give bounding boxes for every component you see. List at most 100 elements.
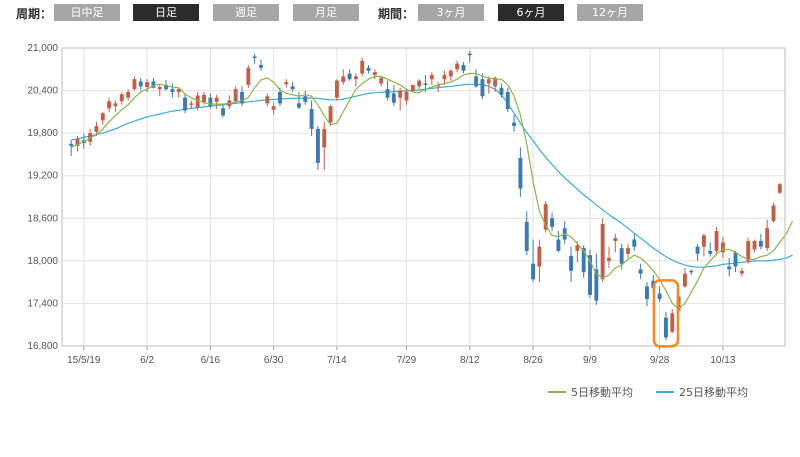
y-tick-label: 19,800 — [27, 128, 58, 139]
axes: 21,000 20,400 19,800 19,200 18,600 18,000 17,4… — [27, 43, 786, 366]
x-tick-label: 9/28 — [650, 355, 670, 366]
y-tick-label: 18,600 — [27, 213, 58, 224]
candle-body — [221, 108, 225, 116]
plot-frame — [61, 47, 786, 347]
candle-body — [410, 84, 415, 91]
candle-body — [202, 94, 207, 102]
period-monthly-button[interactable]: 月足 — [293, 4, 359, 21]
candle-body — [594, 269, 599, 301]
highlight-box — [652, 279, 680, 348]
candle-body — [600, 223, 605, 280]
legend-ma25-label: 25日移動平均 — [679, 385, 748, 399]
candle-body — [632, 239, 637, 247]
candle-body — [265, 96, 270, 104]
period-weekly-button[interactable]: 週足 — [213, 4, 279, 21]
candle-body — [524, 221, 529, 251]
candle-body — [309, 109, 314, 129]
candle-body — [259, 65, 263, 68]
candle-body — [448, 70, 453, 77]
candle-body — [720, 242, 725, 253]
candle-body — [429, 74, 434, 80]
ma5-line — [70, 72, 794, 310]
candle-body — [126, 91, 131, 98]
candle-body — [164, 84, 169, 90]
candle-body — [170, 89, 175, 92]
period-intraday-button[interactable]: 日中足 — [54, 4, 120, 21]
candle-body — [644, 286, 649, 300]
period-daily-button[interactable]: 日足 — [133, 4, 199, 21]
candle-body — [284, 82, 289, 85]
candle-body — [765, 228, 770, 249]
candle-body — [537, 246, 542, 267]
x-tick-label: 10/13 — [710, 355, 735, 366]
candle-body — [75, 138, 80, 146]
candle-body — [214, 97, 219, 102]
candle-body — [360, 60, 365, 74]
candle-body — [771, 205, 776, 222]
candle-body — [347, 73, 352, 80]
candle-body — [682, 273, 687, 287]
candle-body — [607, 258, 611, 261]
candle-body — [467, 53, 472, 56]
candle-body — [246, 67, 251, 85]
candle-body — [543, 204, 548, 230]
candle-body — [575, 245, 580, 251]
candle-body — [714, 231, 719, 251]
legend-ma5-label: 5日移動平均 — [571, 385, 633, 399]
candle-body — [303, 96, 308, 102]
candle-body — [240, 91, 244, 104]
candle-body — [588, 255, 592, 295]
candle-body — [727, 266, 732, 270]
candle-body — [278, 91, 282, 104]
x-tick-label: 8/26 — [523, 355, 543, 366]
y-tick-label: 17,400 — [27, 298, 58, 309]
candle-body — [290, 86, 295, 90]
candle-body — [733, 252, 738, 267]
candle-body — [157, 87, 162, 90]
candle-body — [638, 269, 643, 274]
highlight-rect — [652, 279, 680, 348]
candle-body — [252, 56, 257, 59]
candle-body — [569, 255, 573, 271]
candle-body — [493, 77, 498, 87]
candle-body — [461, 65, 466, 71]
candle-body — [107, 101, 112, 109]
candle-body — [138, 81, 143, 87]
candle-body — [758, 240, 763, 247]
candle-body — [296, 103, 301, 108]
period-label: 周期： — [16, 7, 53, 21]
x-tick-label: 6/30 — [264, 355, 284, 366]
candle-body — [366, 67, 371, 71]
candle-body — [474, 76, 479, 87]
candle-body — [189, 103, 194, 105]
candle-body — [777, 184, 782, 193]
candle-body — [486, 79, 491, 84]
candle-body — [132, 79, 137, 90]
x-tick-label: 7/29 — [397, 355, 417, 366]
x-tick-label: 15/5/19 — [67, 355, 101, 366]
legend: 5日移動平均 25日移動平均 — [548, 385, 748, 399]
candle-body — [271, 106, 276, 110]
candle-body — [385, 89, 390, 98]
candle-body — [695, 246, 700, 254]
range-label: 期間： — [378, 7, 415, 21]
candle-body — [183, 97, 188, 111]
candle-body — [531, 263, 536, 280]
candle-body — [404, 91, 409, 101]
range-12m-button[interactable]: 12ヶ月 — [577, 4, 643, 21]
ma5-series — [70, 72, 794, 310]
candle-body — [208, 97, 213, 107]
candle-body — [145, 82, 150, 88]
candle-body — [455, 63, 460, 70]
range-6m-button[interactable]: 6ヶ月 — [498, 4, 564, 21]
y-tick-label: 18,000 — [27, 256, 58, 267]
candle-body — [701, 235, 706, 247]
y-tick-label: 16,800 — [27, 341, 58, 352]
x-tick-label: 8/12 — [460, 355, 480, 366]
x-tick-label: 6/16 — [201, 355, 221, 366]
candle-body — [581, 248, 586, 273]
candle-body — [322, 128, 327, 148]
range-3m-button[interactable]: 3ヶ月 — [418, 4, 484, 21]
candle-body — [505, 91, 510, 110]
candles — [69, 50, 782, 341]
